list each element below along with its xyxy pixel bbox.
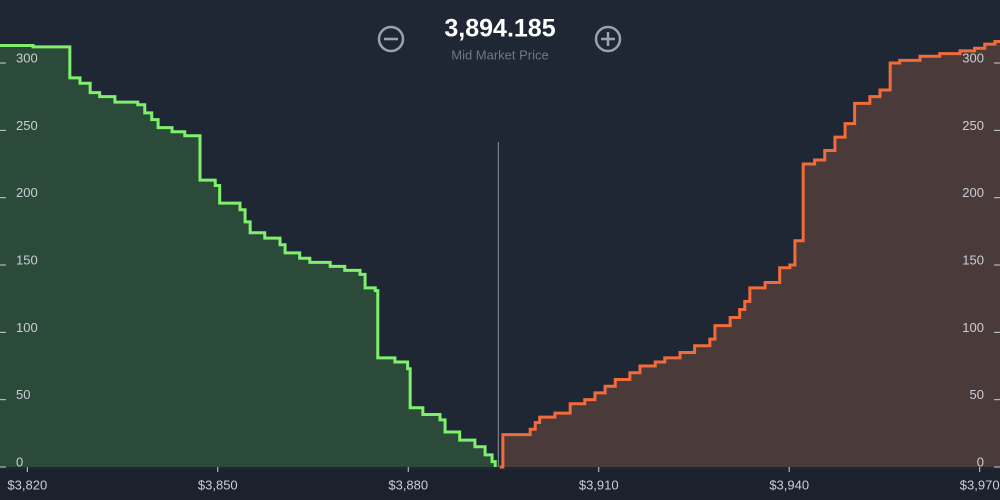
- mid-label: Mid Market Price: [451, 47, 549, 62]
- y-tick-label: 150: [16, 252, 38, 267]
- x-axis-band: [0, 470, 1000, 500]
- minus-circle[interactable]: [377, 25, 405, 53]
- plus-button[interactable]: [594, 25, 622, 53]
- x-tick-label: $3,970: [960, 477, 1000, 492]
- y2-tick-label: 0: [977, 454, 984, 469]
- plot: 0 0 50 50 100 100 150 150 200 200 250 250 300 300 $3,8…: [0, 39, 1000, 492]
- mid-price: 3,894.185: [444, 15, 555, 43]
- y2-tick-label: 250: [962, 118, 984, 133]
- x-tick-label: $3,850: [198, 477, 238, 492]
- depth-line: [0, 44, 497, 467]
- y-tick-label: 100: [16, 320, 38, 335]
- depth-line: [499, 39, 1000, 469]
- minus-button[interactable]: [377, 25, 405, 53]
- y-tick-label: 50: [16, 387, 30, 402]
- x-tick-label: $3,910: [579, 477, 619, 492]
- plus-circle[interactable]: [594, 25, 622, 53]
- y2-tick-label: 300: [962, 50, 984, 65]
- x-tick-label: $3,820: [7, 477, 47, 492]
- y-tick-label: 0: [16, 454, 23, 469]
- y2-tick-label: 150: [962, 252, 984, 267]
- y2-tick-label: 100: [962, 320, 984, 335]
- y2-tick-label: 200: [962, 185, 984, 200]
- x-tick-label: $3,880: [388, 477, 428, 492]
- x-tick-label: $3,940: [769, 477, 809, 492]
- y-tick-label: 200: [16, 185, 38, 200]
- y2-tick-label: 50: [970, 387, 984, 402]
- depth-area: [499, 41, 1000, 468]
- y-tick-label: 250: [16, 118, 38, 133]
- depth-area: [0, 45, 496, 468]
- y-tick-label: 300: [16, 50, 38, 65]
